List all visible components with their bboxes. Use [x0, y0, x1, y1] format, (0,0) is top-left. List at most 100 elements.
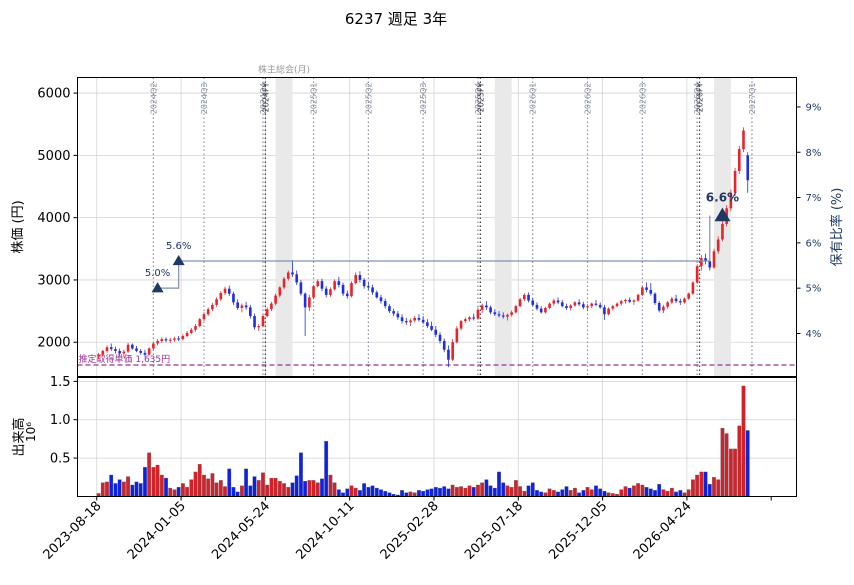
candle-body [265, 309, 269, 317]
volume-bar [185, 487, 189, 497]
candle-body [518, 299, 522, 307]
volume-bar [290, 482, 295, 497]
candle-body [636, 294, 640, 301]
candle-body [674, 298, 678, 302]
candle-body [493, 312, 497, 315]
volume-tick-label: 1.5 [50, 375, 71, 390]
candle-body [97, 354, 100, 356]
volume-bar [336, 489, 341, 497]
volume-bar [126, 476, 130, 497]
candle-body [582, 304, 585, 308]
candle-body [687, 293, 691, 299]
volume-bar [505, 485, 510, 497]
candle-body [388, 306, 391, 312]
candle-body [451, 342, 454, 360]
volume-bar [273, 477, 278, 497]
candle-body [552, 300, 556, 304]
event-label: 2025Q4 [474, 83, 483, 115]
volume-bar [210, 473, 215, 497]
volume-bar [100, 482, 105, 497]
reference-line-label: 推定取得単価 1,635円 [79, 353, 171, 365]
volume-bar [492, 487, 497, 497]
volume-bar [522, 490, 527, 497]
volume-bar [669, 487, 674, 497]
x-tick-label: 2023-08-18 [41, 499, 105, 563]
candle-body [278, 287, 282, 296]
candle-body [223, 288, 227, 294]
volume-bar [155, 464, 160, 497]
volume-bar [741, 385, 746, 497]
candle-body [126, 344, 130, 352]
ratio-marker [172, 254, 185, 266]
candle-body [560, 302, 564, 307]
volume-bar [648, 488, 653, 497]
candle-body [417, 317, 421, 320]
candle-body [657, 302, 661, 311]
price-tick-label: 4000 [37, 211, 70, 226]
candle-body [413, 317, 417, 321]
candle-body [253, 316, 256, 328]
candle-body [350, 283, 353, 297]
volume-bar [450, 484, 455, 497]
candle-body [670, 298, 674, 303]
candle-body [485, 305, 488, 308]
candle-body [624, 299, 627, 302]
volume-bar [412, 492, 417, 497]
candle-body [219, 293, 223, 300]
candle-body [611, 306, 615, 309]
candle-body [109, 347, 113, 350]
price-tick-label: 2000 [37, 336, 70, 351]
candle-body [586, 306, 589, 308]
volume-bar [433, 487, 438, 497]
candle-body [544, 307, 547, 313]
volume-bar [716, 479, 721, 497]
volume-bar [530, 482, 535, 497]
candle-body [442, 340, 446, 350]
price-tick-label: 5000 [37, 149, 70, 164]
volume-bar [623, 486, 628, 497]
candle-body [215, 299, 218, 305]
volume-bar [514, 480, 518, 497]
candle-body [733, 170, 737, 193]
candle-body [691, 282, 695, 294]
volume-bar [341, 492, 345, 497]
volume-bar [446, 488, 451, 497]
candle-body [678, 301, 682, 303]
candle-body [653, 293, 657, 303]
volume-bar [121, 481, 126, 497]
candle-body [240, 305, 244, 308]
volume-bar [577, 492, 581, 497]
volume-bar [320, 478, 324, 497]
candle-body [628, 299, 632, 302]
candle-body [539, 308, 543, 313]
candle-body [143, 352, 147, 355]
volume-bar [547, 488, 552, 497]
volume-bar [417, 490, 421, 497]
event-label: 2024Q4 [259, 83, 268, 115]
candle-body [345, 293, 349, 297]
candle-body [177, 338, 180, 340]
volume-bar [560, 489, 565, 497]
event-label: 2026FY [696, 82, 705, 112]
candle-body [426, 322, 429, 327]
ratio-tick-label: 8% [806, 148, 822, 159]
volume-bar [286, 487, 291, 497]
volume-bar [147, 452, 152, 497]
reference-line: 推定取得単価 1,635円 [77, 353, 797, 366]
volume-bar [294, 475, 299, 497]
candle-body [274, 295, 277, 304]
candle-body [164, 339, 168, 341]
volume-bar [370, 485, 375, 497]
x-tick-label: 2026-04-24 [631, 499, 695, 563]
candle-body [548, 303, 551, 308]
ratio-marker [714, 207, 731, 222]
candle-body [447, 349, 450, 360]
volume-bar [172, 489, 177, 497]
candle-body [472, 317, 476, 319]
candle-body [695, 266, 699, 283]
candle-body [291, 272, 294, 275]
candle-body [523, 294, 526, 300]
event-label: 2026Q4 [693, 83, 702, 115]
candle-body [198, 319, 202, 327]
volume-bar [699, 471, 704, 497]
